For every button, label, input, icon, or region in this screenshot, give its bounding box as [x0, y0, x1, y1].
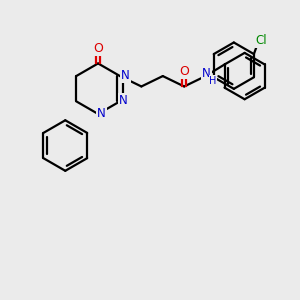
Text: H: H — [209, 76, 217, 85]
Text: N: N — [202, 67, 211, 80]
Text: O: O — [93, 42, 103, 55]
Text: Cl: Cl — [256, 34, 267, 46]
Text: N: N — [121, 69, 130, 82]
Text: N: N — [119, 94, 128, 107]
Text: O: O — [179, 64, 189, 77]
Text: N: N — [97, 107, 106, 120]
